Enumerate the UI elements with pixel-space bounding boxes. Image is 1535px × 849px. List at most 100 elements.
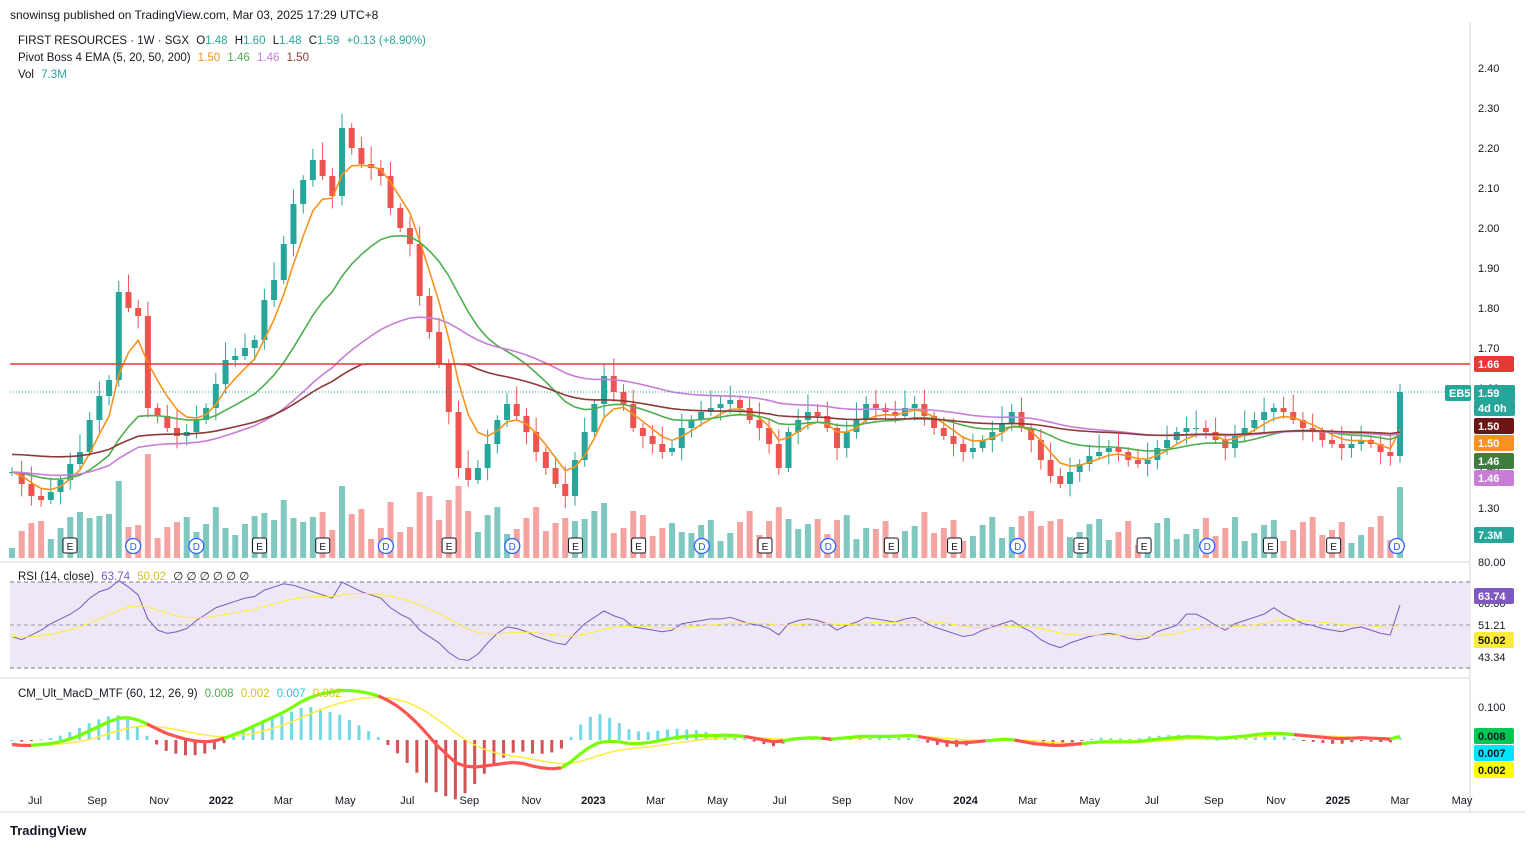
volume-bar — [523, 518, 530, 558]
candle-body — [1047, 460, 1054, 476]
time-tick: May — [707, 795, 728, 807]
macd-histogram-bar — [1215, 739, 1219, 741]
volume-bar — [1057, 519, 1064, 558]
time-tick: 2022 — [209, 795, 233, 807]
macd-line-segment — [532, 764, 543, 770]
candle-body — [630, 404, 637, 428]
price-tick: 2.10 — [1478, 183, 1499, 195]
macd-plot — [10, 688, 1402, 800]
macd-line-segment — [1207, 735, 1218, 740]
volume-bar — [339, 486, 346, 558]
candle-body — [542, 452, 549, 468]
macd-line-segment — [1245, 733, 1256, 738]
earnings-marker — [441, 537, 457, 554]
macd-line-segment — [1303, 733, 1314, 738]
volume-bar — [1348, 543, 1355, 558]
volume-bar — [940, 528, 947, 558]
volume-tag: 7.3M — [1478, 530, 1502, 542]
macd-histogram-bar — [424, 740, 428, 783]
macd-histogram-bar — [126, 718, 130, 740]
ema200-value: 1.50 — [286, 52, 309, 64]
volume-bar — [174, 522, 181, 558]
volume-bar — [1066, 537, 1073, 558]
ema20-tag-bg — [1474, 453, 1514, 469]
macd-line-segment — [647, 739, 659, 745]
volume-bar — [659, 528, 666, 558]
macd-line-segment — [213, 736, 225, 743]
earnings-marker — [315, 537, 331, 554]
candle-body — [562, 484, 569, 496]
volume-bar — [931, 533, 938, 558]
rsi-label: RSI (14, close) — [18, 571, 95, 583]
candle-body — [504, 404, 511, 420]
candle-body — [1105, 448, 1112, 452]
volume-bar — [76, 512, 83, 558]
macd-line-segment — [1014, 738, 1025, 744]
candle-body — [601, 376, 608, 404]
published-line: snowinsg published on TradingView.com, M… — [10, 8, 379, 22]
rsi-tick: 80.00 — [1478, 557, 1506, 569]
candle-body — [484, 444, 491, 468]
macd-histogram-bar — [762, 740, 766, 745]
candle-body — [358, 148, 365, 164]
event-label: E — [446, 542, 453, 553]
rsi-extra: ∅ ∅ ∅ ∅ ∅ ∅ — [173, 571, 250, 583]
candle-body — [426, 296, 433, 332]
macd-histogram-bar — [1090, 738, 1094, 740]
dividend-marker — [125, 537, 142, 555]
candle-body — [465, 468, 472, 480]
candle-body — [300, 180, 307, 204]
volume-bar — [183, 517, 190, 558]
macd-histogram-bar — [376, 737, 380, 740]
macd-label: CM_Ult_MacD_MTF (60, 12, 26, 9) — [18, 688, 198, 700]
volume-bar — [397, 532, 404, 558]
macd-line-segment — [349, 688, 360, 693]
macd-histogram-bar — [367, 731, 371, 740]
candle-body — [639, 428, 646, 436]
macd-line-segment — [223, 733, 235, 740]
candle-body — [193, 420, 200, 432]
macd-histogram-bar — [212, 740, 216, 750]
ema5-line — [11, 164, 1401, 491]
macd-line-segment — [1149, 737, 1160, 742]
volume-bar — [960, 541, 967, 558]
macd-histogram-bar — [588, 716, 592, 740]
candle-body — [174, 428, 181, 436]
candle-body — [1299, 420, 1306, 428]
volume-bar — [455, 486, 462, 558]
macd-histogram-bar — [473, 740, 477, 785]
candle-body — [1028, 428, 1035, 440]
candle-body — [931, 416, 938, 428]
macd-histogram-bar — [1041, 740, 1045, 746]
macd-histogram-bar — [916, 739, 920, 741]
volume-bar — [1241, 541, 1248, 558]
macd-histogram-bar — [20, 740, 24, 742]
volume-bar — [28, 523, 35, 558]
time-tick: 2025 — [1326, 795, 1350, 807]
earnings-marker — [883, 537, 899, 554]
candle-body — [649, 436, 656, 444]
candle-body — [843, 432, 850, 448]
candle-body — [339, 128, 346, 196]
time-tick: Sep — [1204, 795, 1224, 807]
macd-histogram-bar — [116, 715, 120, 740]
macd-line-segment — [233, 729, 244, 737]
candle-body — [241, 348, 248, 356]
time-tick: Jul — [400, 795, 414, 807]
candle-body — [212, 384, 219, 408]
time-tick: Nov — [149, 795, 169, 807]
macd-line-segment — [1313, 734, 1324, 739]
candle-body — [387, 176, 394, 208]
macd-histogram-bar — [1292, 738, 1296, 740]
candle-body — [445, 364, 452, 412]
volume-bar — [251, 516, 258, 558]
candle-body — [736, 400, 743, 408]
macd-line-segment — [377, 694, 389, 702]
dividend-marker — [504, 537, 521, 555]
eb5-tag-bg — [1445, 385, 1471, 401]
macd-line-segment — [676, 734, 687, 739]
macd-tick: 0.100 — [1478, 702, 1506, 714]
earnings-marker — [757, 537, 773, 554]
candle-body — [377, 168, 384, 176]
vol-value: 7.3M — [41, 69, 67, 81]
